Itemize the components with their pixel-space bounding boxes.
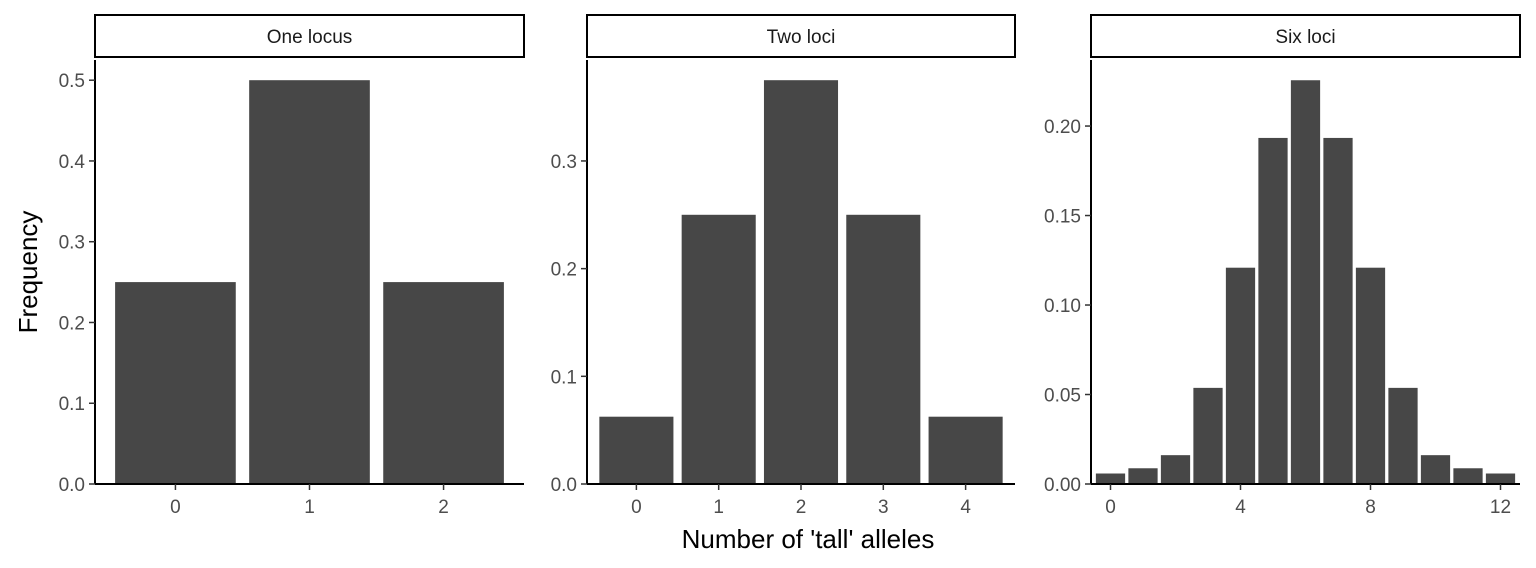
bar	[1290, 80, 1321, 484]
x-tick-label: 3	[878, 497, 889, 518]
bar	[763, 80, 839, 484]
bar	[599, 416, 674, 484]
y-tick-label: 0.1	[59, 394, 85, 415]
y-tick-label: 0.3	[551, 152, 577, 173]
y-tick-label: 0.3	[59, 233, 85, 254]
bar	[1225, 267, 1256, 484]
y-tick-label: 0.00	[1044, 475, 1081, 496]
x-axis-title: Number of 'tall' alleles	[682, 524, 935, 554]
bar	[681, 214, 756, 485]
bar	[1128, 468, 1158, 484]
bar	[1453, 468, 1483, 484]
y-tick-label: 0.15	[1044, 207, 1081, 228]
y-tick-label: 0.5	[59, 71, 85, 92]
x-tick-label: 2	[438, 497, 449, 518]
y-tick-label: 0.2	[59, 313, 85, 334]
bar	[115, 282, 236, 484]
bar	[1160, 455, 1191, 484]
bar	[846, 214, 921, 485]
x-tick-label: 1	[304, 497, 315, 518]
y-tick-label: 0.2	[551, 260, 577, 281]
x-tick-label: 12	[1490, 497, 1511, 518]
x-tick-label: 0	[170, 497, 181, 518]
x-tick-label: 1	[713, 497, 724, 518]
y-tick-label: 0.0	[551, 475, 577, 496]
bar	[249, 80, 370, 484]
bar	[1193, 387, 1223, 484]
facet-title: One locus	[267, 27, 353, 48]
bar	[383, 282, 504, 484]
bar	[1355, 267, 1386, 484]
y-tick-label: 0.20	[1044, 117, 1081, 138]
facet-strip	[586, 14, 1016, 58]
bar	[928, 416, 1003, 484]
x-tick-label: 8	[1365, 497, 1376, 518]
y-tick-label: 0.0	[59, 475, 85, 496]
y-axis-title: Frequency	[13, 211, 43, 334]
facet-title: Six loci	[1275, 27, 1335, 48]
x-tick-label: 0	[631, 497, 642, 518]
bar	[1258, 137, 1288, 484]
x-tick-label: 0	[1105, 497, 1116, 518]
x-tick-label: 4	[1235, 497, 1246, 518]
facet-title: Two loci	[767, 27, 836, 48]
bar	[1420, 455, 1451, 484]
bar	[1095, 473, 1126, 484]
y-tick-label: 0.05	[1044, 386, 1081, 407]
facet-strip	[94, 14, 525, 58]
panel-2: Six loci 0.00 0.05 0.10 0.15 0.20 0 4 8 12	[1044, 14, 1521, 518]
bar	[1323, 137, 1353, 484]
x-tick-label: 2	[796, 497, 807, 518]
panel-0: One locus 0.0 0.1 0.2 0.3 0.4 0.5 0 1 2	[59, 14, 525, 518]
y-tick-label: 0.10	[1044, 296, 1081, 317]
facet-strip	[1090, 14, 1521, 58]
y-tick-label: 0.4	[59, 152, 86, 173]
y-tick-label: 0.1	[551, 367, 577, 388]
bar	[1485, 473, 1516, 484]
panel-1: Two loci 0.0 0.1 0.2 0.3 0 1 2 3 4	[551, 14, 1016, 518]
x-tick-label: 4	[960, 497, 971, 518]
bar	[1388, 387, 1418, 484]
